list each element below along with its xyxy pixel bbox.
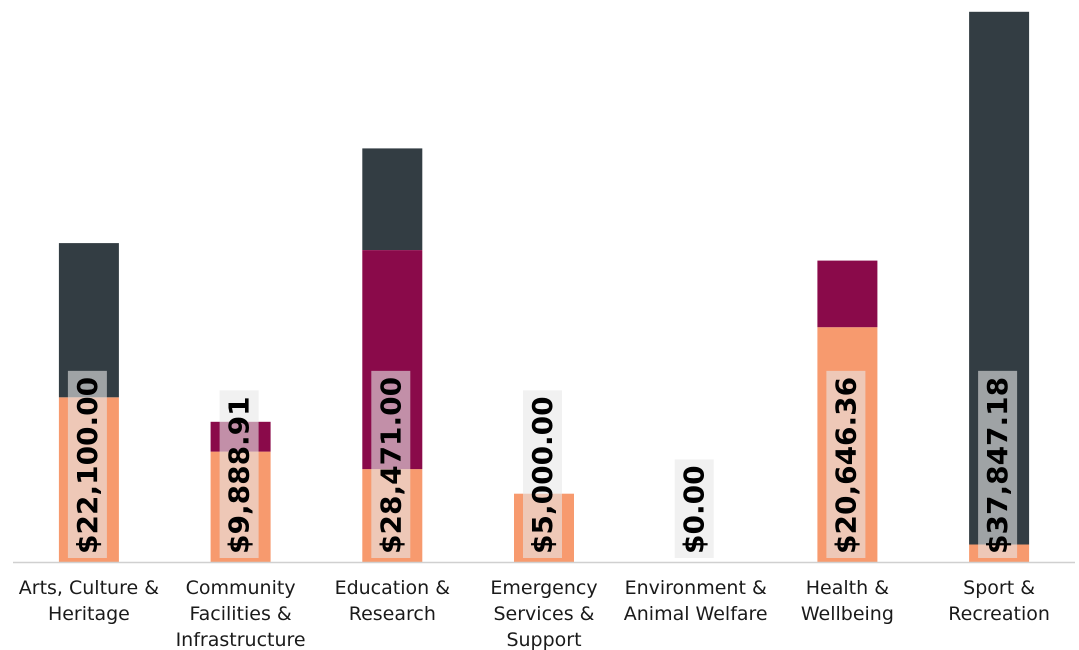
total-label-background xyxy=(674,459,714,558)
total-label-1: $22,100.00 xyxy=(67,370,107,558)
total-label-background xyxy=(523,390,562,558)
category-label-4: Emergency Services & Support xyxy=(490,577,597,650)
total-label-text: $9,888.91 xyxy=(223,396,256,554)
total-label-text: $5,000.00 xyxy=(526,396,559,554)
total-label-5: $0.00 xyxy=(674,459,714,558)
bar-segment-6-2 xyxy=(817,260,878,328)
category-label-3: Education & Research xyxy=(335,577,451,625)
total-label-text: $28,471.00 xyxy=(374,377,407,554)
category-label-7: Sport & Recreation xyxy=(948,577,1050,625)
total-label-6: $20,646.36 xyxy=(826,370,866,558)
total-label-2: $9,888.91 xyxy=(219,390,259,558)
total-label-background xyxy=(67,370,107,558)
total-label-background xyxy=(826,370,866,558)
category-label-5: Environment & Animal Welfare xyxy=(624,577,768,625)
category-label-6: Health & Wellbeing xyxy=(801,577,894,625)
total-label-background xyxy=(219,390,259,558)
total-label-background xyxy=(371,370,411,558)
total-label-text: $22,100.00 xyxy=(71,377,104,554)
bar-segment-3-3 xyxy=(362,148,423,250)
total-label-7: $37,847.18 xyxy=(978,370,1018,558)
total-label-text: $20,646.36 xyxy=(829,377,862,554)
category-label-2: Community Facilities & Infrastructure xyxy=(176,577,306,650)
total-label-text: $0.00 xyxy=(678,465,711,554)
category-label-1: Arts, Culture & Heritage xyxy=(19,577,159,625)
total-label-text: $37,847.18 xyxy=(981,377,1014,554)
total-label-3: $28,471.00 xyxy=(371,370,411,558)
total-label-background xyxy=(978,370,1018,558)
total-label-4: $5,000.00 xyxy=(523,390,562,558)
